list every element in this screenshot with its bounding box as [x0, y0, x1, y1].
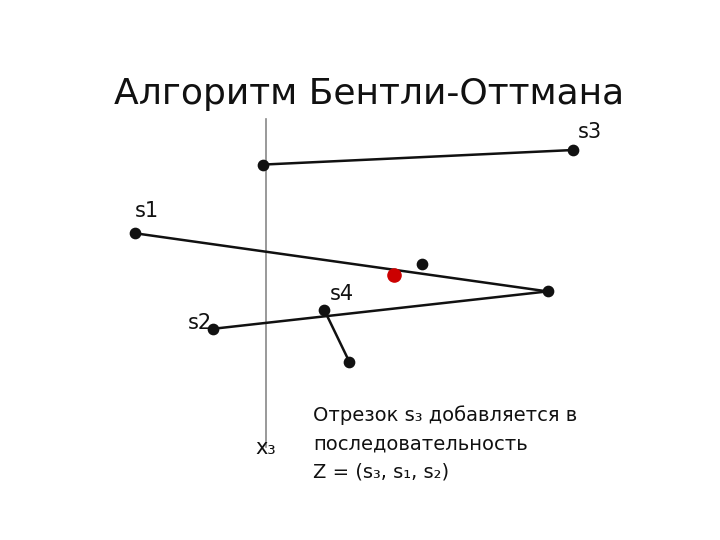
Point: [318, 306, 330, 314]
Point: [257, 160, 269, 169]
Text: Алгоритм Бентли-Оттмана: Алгоритм Бентли-Оттмана: [114, 77, 624, 111]
Text: s4: s4: [330, 284, 354, 304]
Point: [207, 325, 219, 333]
Point: [388, 271, 400, 279]
Text: s1: s1: [135, 201, 159, 221]
Text: Отрезок s₃ добавляется в
последовательность
Z = (s₃, s₁, s₂): Отрезок s₃ добавляется в последовательно…: [313, 406, 577, 482]
Text: s3: s3: [578, 122, 603, 141]
Point: [129, 229, 140, 238]
Point: [567, 146, 578, 154]
Point: [541, 287, 553, 296]
Text: s2: s2: [188, 313, 212, 333]
Point: [343, 358, 355, 367]
Text: x₃: x₃: [256, 438, 276, 458]
Point: [416, 260, 428, 269]
